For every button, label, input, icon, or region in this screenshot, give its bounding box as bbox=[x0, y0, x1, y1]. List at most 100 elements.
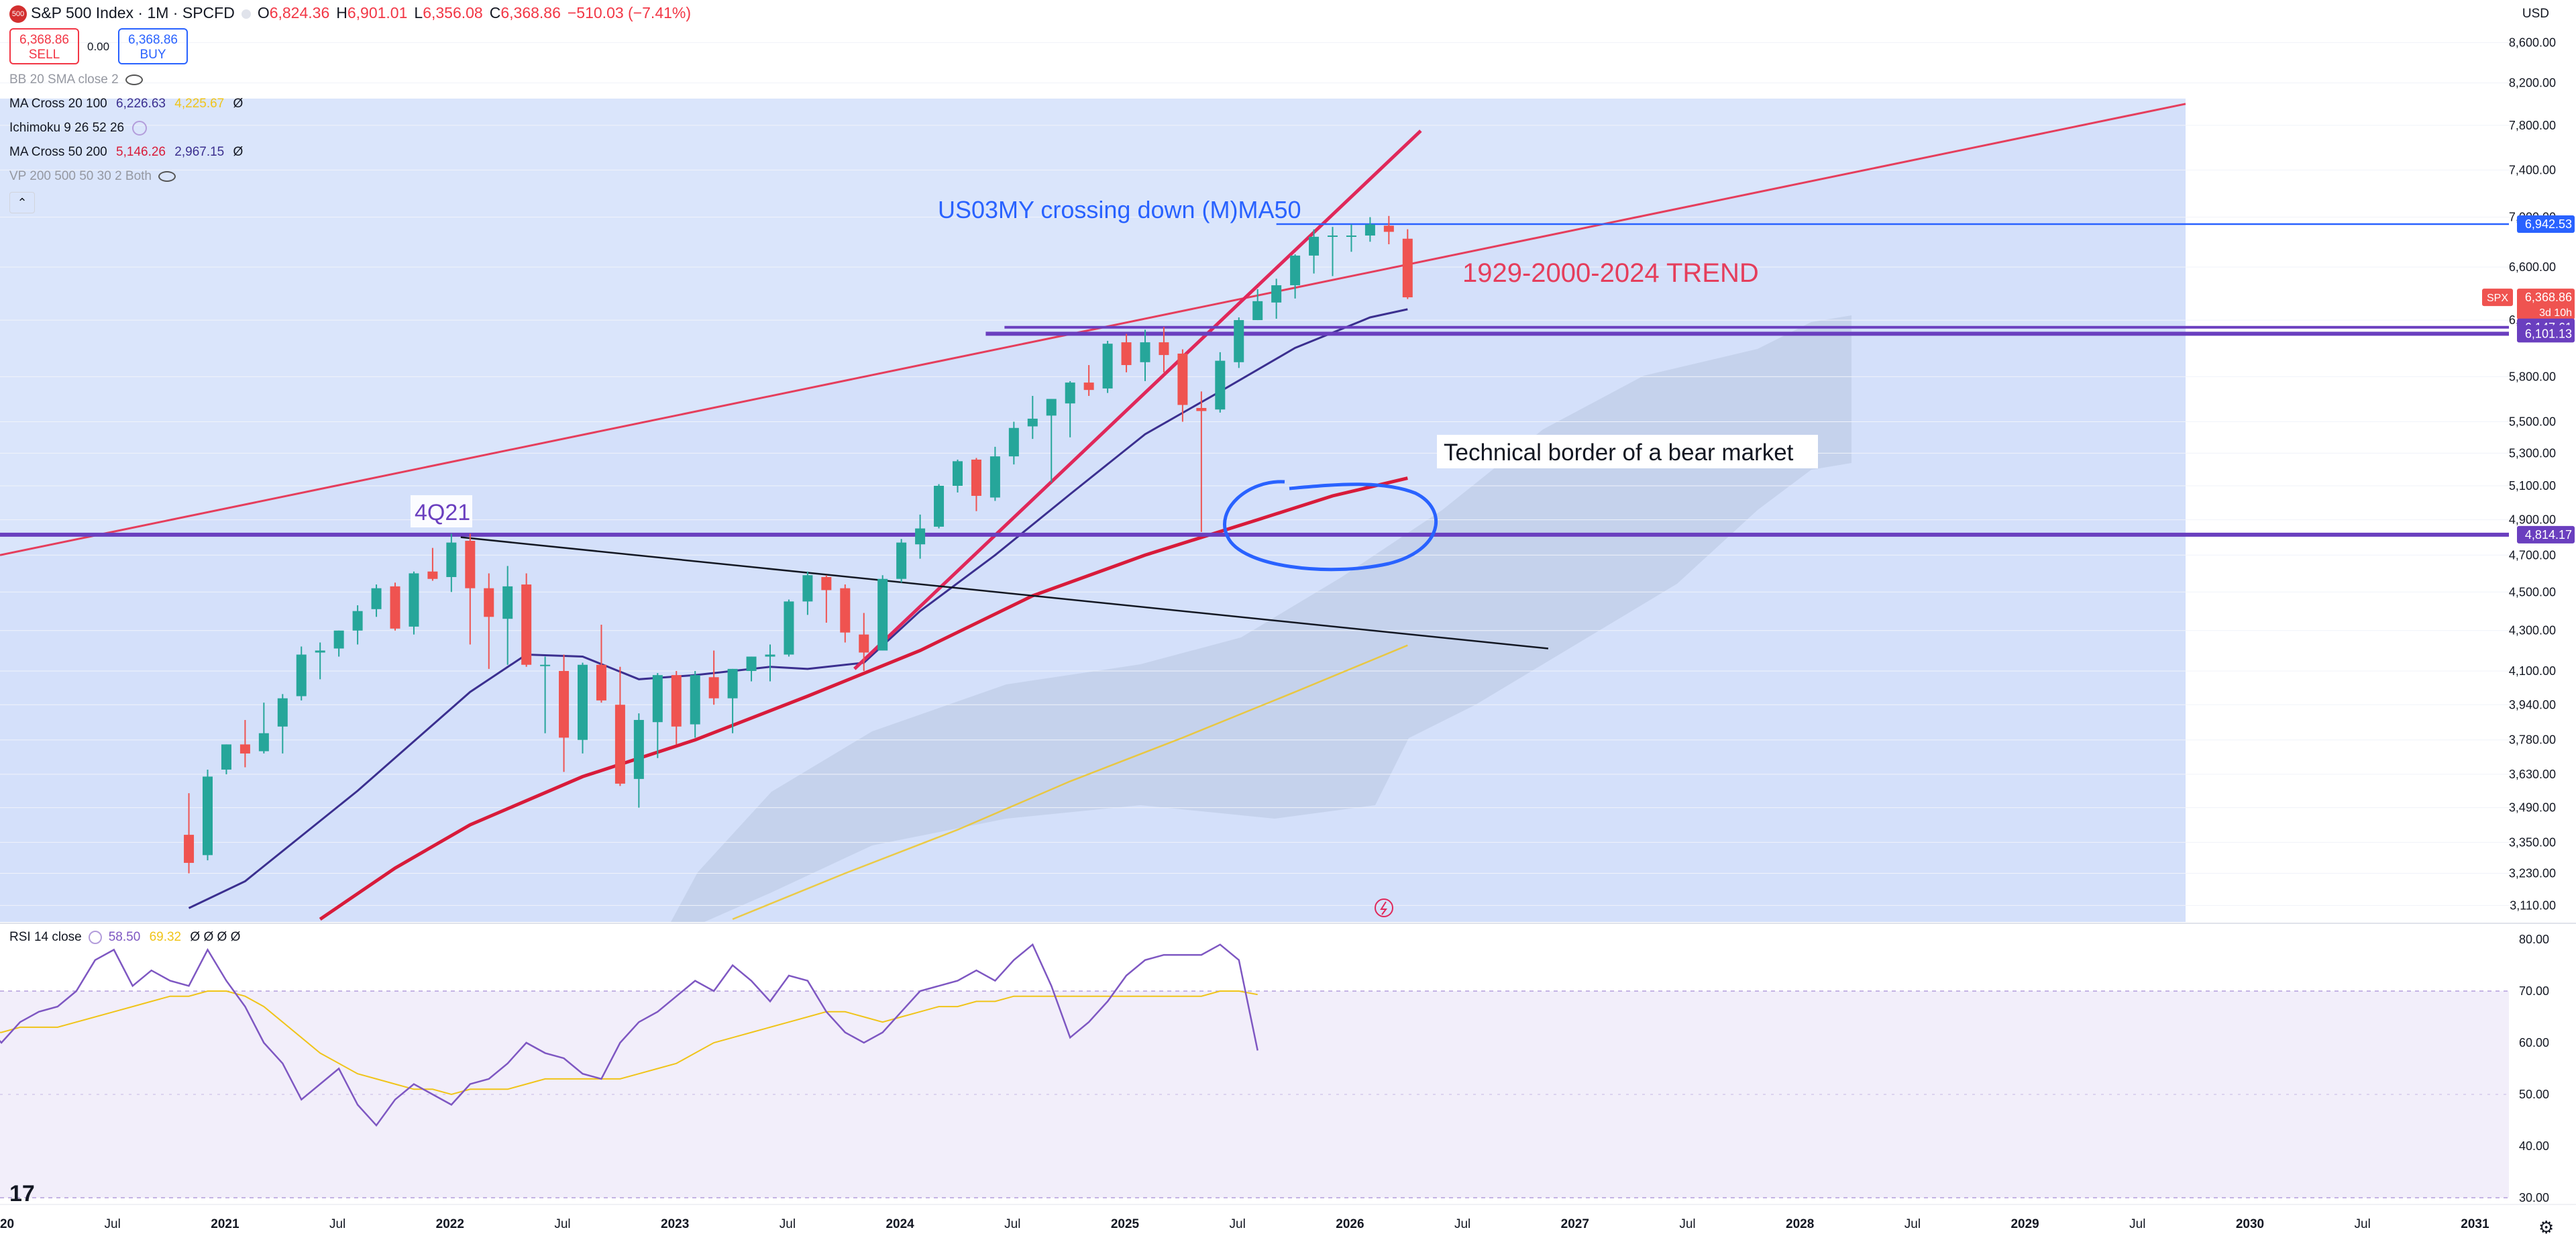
indicator-bb[interactable]: BB 20 SMA close 2 bbox=[9, 72, 143, 87]
time-tick-label: 2022 bbox=[436, 1217, 464, 1231]
currency-label[interactable]: USD bbox=[2522, 7, 2549, 21]
indicator-vp[interactable]: VP 200 500 50 30 2 Both bbox=[9, 169, 176, 184]
candle bbox=[727, 668, 738, 733]
candle-body bbox=[446, 542, 457, 577]
rsi-ma-value: 69.32 bbox=[149, 930, 182, 944]
price-tick-label: 7,800.00 bbox=[2509, 119, 2556, 132]
candle bbox=[258, 703, 269, 754]
rsi-value: 58.50 bbox=[108, 930, 141, 944]
candle-body bbox=[1140, 342, 1150, 362]
indicator-ma-cross-50-200[interactable]: MA Cross 50 200 5,146.26 2,967.15 Ø bbox=[9, 145, 243, 160]
indicator-name: BB 20 SMA close 2 bbox=[9, 72, 119, 87]
time-tick-label: 2026 bbox=[1336, 1217, 1364, 1231]
ohlc-close-value: 6,368.86 bbox=[500, 4, 561, 21]
candle bbox=[1364, 217, 1375, 242]
candle bbox=[333, 630, 344, 657]
candle bbox=[708, 650, 719, 705]
candle-body bbox=[802, 575, 813, 602]
candle-body bbox=[1402, 238, 1413, 298]
time-tick-label: 2025 bbox=[1111, 1217, 1140, 1231]
eye-off-icon[interactable] bbox=[125, 74, 143, 85]
gear-icon[interactable]: ⚙ bbox=[2538, 1217, 2555, 1237]
candle-body bbox=[1290, 255, 1301, 286]
price-label-text: 4,814.17 bbox=[2525, 528, 2572, 541]
candle-body bbox=[614, 705, 625, 784]
time-tick-label: Jul bbox=[329, 1217, 345, 1231]
candle bbox=[390, 582, 400, 631]
candle-body bbox=[784, 601, 794, 655]
price-axis[interactable]: 3,110.00 3,230.00 3,350.00 3,490.00 3,630.00… bbox=[2509, 36, 2556, 1204]
candle bbox=[1309, 229, 1320, 274]
price-label-text: 6,942.53 bbox=[2525, 217, 2572, 231]
price-label-box bbox=[2517, 525, 2575, 544]
candle bbox=[821, 575, 832, 623]
candle bbox=[934, 484, 945, 529]
candle bbox=[1252, 289, 1263, 321]
symbol-tag-box bbox=[2482, 289, 2513, 307]
candle-body bbox=[1046, 399, 1057, 416]
candle bbox=[239, 719, 250, 768]
rsi-legend[interactable]: RSI 14 close 58.50 69.32 Ø Ø Ø Ø bbox=[9, 930, 240, 945]
candle bbox=[465, 533, 476, 645]
candle bbox=[1027, 396, 1038, 440]
candle bbox=[296, 646, 307, 701]
candle-body bbox=[896, 542, 907, 579]
price-tick-label: 3,630.00 bbox=[2509, 768, 2556, 781]
candle-body bbox=[427, 571, 438, 579]
candle bbox=[652, 673, 663, 758]
price-label: 6,101.13 bbox=[2517, 325, 2575, 343]
price-label-box bbox=[2517, 325, 2575, 343]
descending-line[interactable] bbox=[460, 536, 1549, 650]
candle-body bbox=[484, 588, 494, 617]
candle-body bbox=[727, 668, 738, 699]
time-tick-label: Jul bbox=[105, 1217, 121, 1231]
candle-body bbox=[915, 528, 926, 545]
indicator-name: MA Cross 50 200 bbox=[9, 145, 107, 159]
lightning-icon[interactable] bbox=[1375, 898, 1393, 917]
candle-body bbox=[409, 573, 419, 627]
candle-body bbox=[971, 459, 981, 496]
candle bbox=[633, 713, 644, 808]
candle bbox=[446, 533, 457, 592]
trendline-1929-2000-2024[interactable] bbox=[0, 103, 2186, 556]
candle bbox=[859, 613, 869, 671]
indicator-value: 2,967.15 bbox=[174, 145, 225, 159]
indicator-ma-cross-20-100[interactable]: MA Cross 20 100 6,226.63 4,225.67 Ø bbox=[9, 97, 243, 111]
buy-button[interactable]: 6,368.86 BUY bbox=[118, 28, 188, 64]
tradingview-logo-icon[interactable]: 17 bbox=[9, 1181, 35, 1206]
sell-button[interactable]: 6,368.86 SELL bbox=[9, 28, 79, 64]
annotations: US03MY crossing down (M)MA50 1929-2000-20… bbox=[411, 196, 1818, 527]
time-axis[interactable]: 2020 Jul 2021 Jul 2022 Jul 2023 Jul 2024 Jul 2025 J… bbox=[0, 1204, 2576, 1231]
eye-off-icon[interactable] bbox=[158, 170, 176, 182]
price-tick-label: 3,490.00 bbox=[2509, 801, 2556, 815]
collapse-legend-button[interactable]: ⌃ bbox=[9, 192, 35, 213]
price-tick-label: 4,700.00 bbox=[2509, 548, 2556, 562]
candle bbox=[989, 446, 1000, 501]
indicator-value: 6,226.63 bbox=[116, 97, 166, 111]
price-tick-label: 4,100.00 bbox=[2509, 664, 2556, 678]
ohlc-high-label: H bbox=[336, 4, 347, 21]
candle bbox=[352, 605, 363, 645]
time-tick-label: Jul bbox=[2355, 1217, 2371, 1231]
candle-body bbox=[203, 776, 213, 856]
candle bbox=[1177, 349, 1188, 422]
rsi-name: RSI 14 close bbox=[9, 930, 82, 944]
candle bbox=[221, 744, 231, 774]
highlight-circle[interactable] bbox=[1223, 480, 1438, 572]
candle-body bbox=[690, 675, 700, 725]
rsi-tick-label: 30.00 bbox=[2519, 1191, 2549, 1204]
time-tick-label: Jul bbox=[1454, 1217, 1470, 1231]
rsi-line bbox=[0, 943, 1258, 1127]
symbol-header[interactable]: 500 S&P 500 Index · 1M · SPCFD O6,824.36 H6… bbox=[9, 4, 698, 23]
steep-trendline[interactable] bbox=[853, 130, 1422, 670]
candle-body bbox=[859, 634, 869, 653]
ohlc-high-value: 6,901.01 bbox=[347, 4, 408, 21]
ma50-line bbox=[319, 476, 1408, 921]
candle bbox=[784, 599, 794, 657]
indicator-ichimoku[interactable]: Ichimoku 9 26 52 26 bbox=[9, 121, 148, 136]
indicator-value: Ø bbox=[233, 97, 244, 111]
candle-body bbox=[390, 586, 400, 629]
ohlc-close-label: C bbox=[489, 4, 501, 21]
candle bbox=[1159, 327, 1169, 372]
